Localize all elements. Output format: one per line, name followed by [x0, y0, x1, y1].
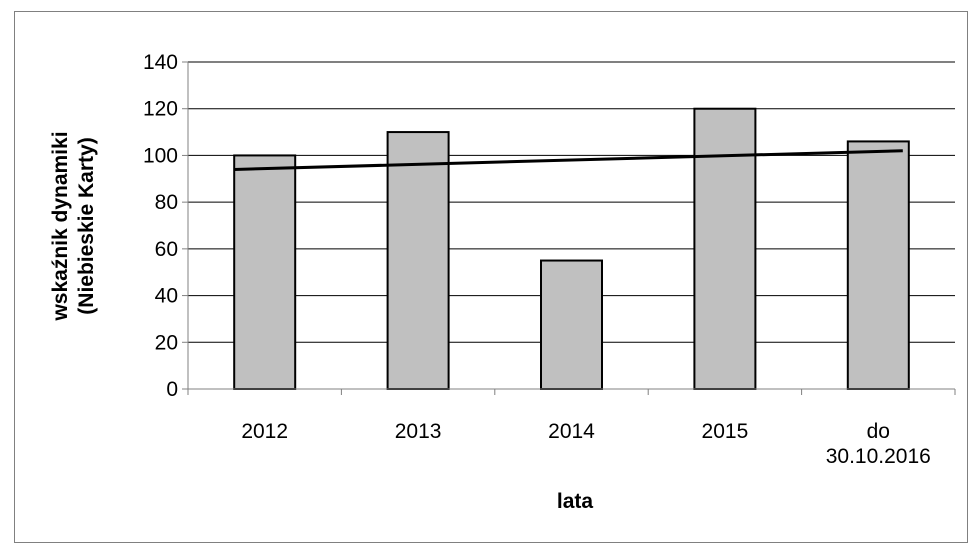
- x-tick-label: 2013: [395, 420, 442, 443]
- x-tick-label: 2012: [241, 420, 288, 443]
- axis-titles: wskaźnik dynamiki (Niebieskie Karty) lata: [49, 131, 593, 513]
- y-tick-label: 60: [155, 238, 178, 261]
- bar: [540, 259, 603, 390]
- y-axis-title-line: wskaźnik dynamiki: [49, 131, 72, 321]
- y-tick-label: 80: [155, 191, 178, 214]
- x-tick-label: 2014: [548, 420, 595, 443]
- x-tick-label: 2015: [702, 420, 749, 443]
- chart-frame: [14, 11, 968, 543]
- bar: [846, 140, 910, 390]
- y-tick-label: 20: [155, 331, 178, 354]
- x-tick-label-line: 30.10.2016: [826, 445, 931, 468]
- x-tick-label-line: 2014: [548, 420, 595, 443]
- y-tick-label: 120: [143, 98, 178, 121]
- x-tick-label-line: do: [867, 420, 890, 443]
- x-tick-label-line: 2015: [702, 420, 749, 443]
- bar: [386, 131, 450, 390]
- y-axis-title: wskaźnik dynamiki (Niebieskie Karty): [49, 131, 98, 321]
- trendline-layer: [234, 149, 903, 171]
- x-axis-title: lata: [557, 490, 594, 513]
- y-tick-label: 140: [143, 51, 178, 74]
- y-tick-label: 40: [155, 285, 178, 308]
- x-tick-label-line: 2013: [395, 420, 442, 443]
- x-tick-label-line: 2012: [241, 420, 288, 443]
- axes: [182, 61, 956, 395]
- y-tick-label: 100: [143, 144, 178, 167]
- y-axis-title-line: (Niebieskie Karty): [75, 137, 98, 314]
- tick-labels: 0 20 40 60 80 100 120 140 2012 2013 2014 2015 do 30.1…: [143, 51, 931, 468]
- x-tick-label: do 30.10.2016: [826, 420, 931, 468]
- y-tick-label: 0: [166, 378, 178, 401]
- bar: [233, 154, 297, 390]
- trendline: [234, 149, 903, 171]
- bar: [693, 107, 757, 390]
- gridlines: [188, 61, 955, 343]
